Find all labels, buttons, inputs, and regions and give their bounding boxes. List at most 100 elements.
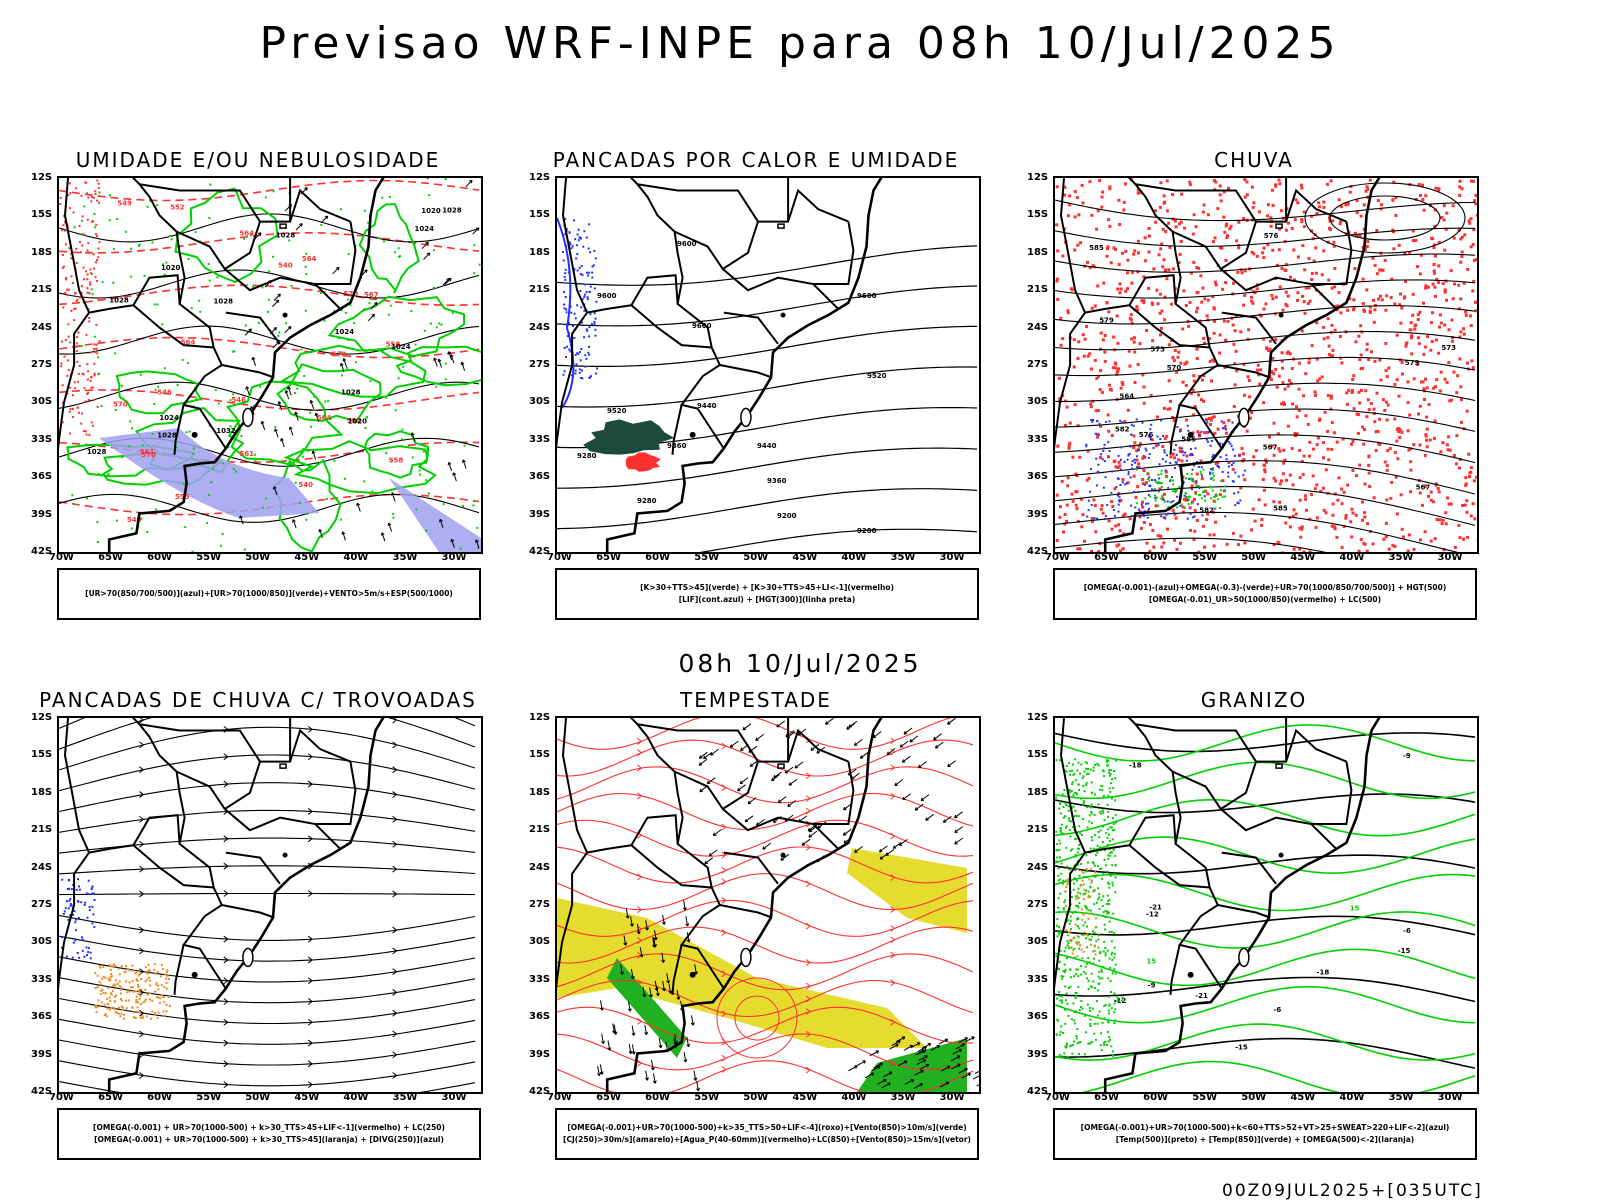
shaded-cell (1080, 974, 1082, 976)
shaded-cell (1117, 477, 1119, 479)
shaded-cell (1130, 476, 1132, 478)
shaded-cell (1396, 457, 1399, 460)
streamline-arrow (891, 833, 895, 839)
shaded-cell (1108, 1005, 1110, 1007)
shaded-cell (158, 988, 160, 990)
shaded-cell (1088, 820, 1090, 822)
shaded-cell (1062, 531, 1065, 534)
shaded-cell (1159, 206, 1162, 209)
shaded-cell (177, 384, 179, 386)
wind-vector (934, 734, 942, 740)
shaded-cell (1098, 836, 1100, 838)
lake-shape (690, 972, 696, 978)
panel-title: PANCADAS POR CALOR E UMIDADE (516, 148, 996, 172)
shaded-cell (149, 999, 151, 1001)
shaded-cell (1113, 823, 1115, 825)
shaded-cell (1091, 307, 1094, 310)
shaded-cell (1305, 509, 1308, 512)
shaded-cell (87, 917, 89, 919)
contour-label: 1028 (157, 432, 177, 440)
shaded-cell (1173, 539, 1176, 542)
shaded-cell (163, 1001, 165, 1003)
shaded-cell (1070, 928, 1072, 930)
shaded-cell (579, 372, 581, 374)
wind-vector (730, 741, 738, 747)
shaded-cell (1143, 521, 1146, 524)
shaded-cell (1367, 398, 1370, 401)
longitude-tick-label: 60W (147, 1092, 172, 1103)
shaded-cell (1227, 419, 1230, 422)
shaded-cell (139, 244, 141, 246)
shaded-cell (1470, 324, 1473, 327)
shaded-cell (1067, 934, 1069, 936)
shaded-cell (1143, 514, 1145, 516)
shaded-cell (96, 352, 98, 354)
shaded-cell (1076, 815, 1078, 817)
longitude-tick-label: 45W (1290, 1092, 1315, 1103)
streamline (557, 718, 973, 749)
shaded-cell (1385, 498, 1388, 501)
shaded-cell (1232, 282, 1235, 285)
shaded-cell (1386, 419, 1389, 422)
shaded-cell (1080, 525, 1083, 528)
shaded-cell (1330, 448, 1333, 451)
shaded-cell (1291, 367, 1294, 370)
jet-stream-area (847, 848, 967, 933)
shaded-cell (324, 400, 326, 402)
lagoon-shape (741, 948, 751, 966)
shaded-cell (1210, 468, 1212, 470)
shaded-cell (95, 261, 97, 263)
shaded-cell (1072, 952, 1074, 954)
longitude-tick-label: 65W (1094, 1092, 1119, 1103)
political-border (1055, 853, 1085, 1092)
shaded-cell (91, 421, 93, 423)
shaded-cell (1091, 839, 1093, 841)
shaded-cell (402, 366, 404, 368)
shaded-cell (69, 192, 71, 194)
latitude-tick-label: 39S (1027, 1049, 1048, 1060)
shaded-cell (1060, 344, 1063, 347)
shaded-cell (1350, 535, 1353, 538)
shaded-cell (78, 412, 80, 414)
shaded-cell (1102, 905, 1104, 907)
shaded-cell (1077, 975, 1079, 977)
shaded-cell (86, 334, 88, 336)
shaded-cell (143, 1001, 145, 1003)
shaded-cell (1134, 507, 1136, 509)
shaded-cell (1231, 464, 1233, 466)
shaded-cell (1157, 505, 1159, 507)
shaded-cell (1191, 484, 1194, 487)
streamline-arrow (806, 808, 810, 814)
shaded-cell (1440, 371, 1443, 374)
shaded-cell (1091, 421, 1093, 423)
shaded-cell (1255, 449, 1258, 452)
shaded-cell (1256, 369, 1259, 372)
shaded-cell (1104, 859, 1106, 861)
shaded-cell (1378, 418, 1381, 421)
shaded-cell (90, 957, 92, 959)
contour-label: 582 (1199, 507, 1214, 515)
shaded-cell (76, 361, 78, 363)
shaded-cell (65, 339, 67, 341)
political-border (1135, 184, 1256, 221)
shaded-cell (1217, 428, 1220, 431)
shaded-cell (1164, 452, 1166, 454)
latitude-tick-label: 36S (31, 1011, 52, 1022)
shaded-cell (565, 269, 567, 271)
shaded-cell (126, 991, 128, 993)
shaded-cell (1170, 455, 1173, 458)
shaded-cell (86, 278, 88, 280)
political-border (1171, 945, 1180, 995)
shaded-cell (1190, 454, 1192, 456)
shaded-cell (81, 233, 83, 235)
contour-label: 561 (140, 448, 155, 456)
shaded-cell (93, 253, 95, 255)
shaded-cell (1272, 500, 1275, 503)
shaded-cell (430, 323, 432, 325)
shaded-cell (1070, 820, 1072, 822)
shaded-cell (1087, 355, 1090, 358)
shaded-cell (1118, 464, 1121, 467)
shaded-cell (1096, 285, 1099, 288)
contour-label: 567 (364, 291, 379, 299)
shaded-cell (1187, 425, 1189, 427)
